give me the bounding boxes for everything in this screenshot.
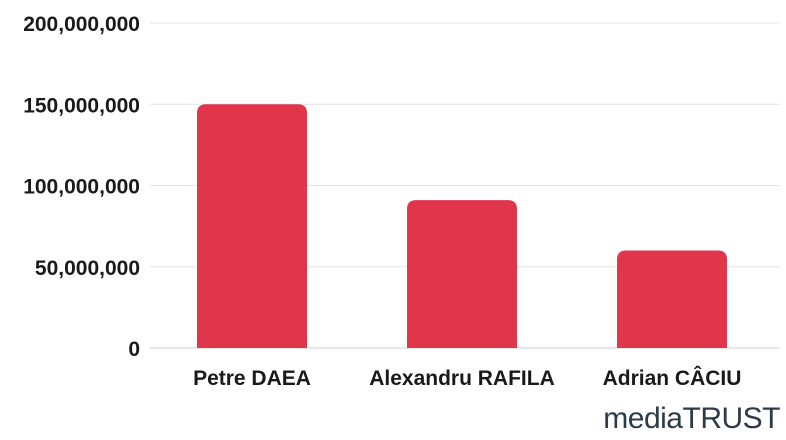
mediatrust-logo: mediaTRUST <box>603 402 780 436</box>
bar-1 <box>407 200 517 348</box>
bar-2 <box>617 250 727 348</box>
x-axis-category-labels: Petre DAEA Alexandru RAFILA Adrian CÂCIU <box>193 366 741 390</box>
y-axis-tick-labels: 0 50,000,000 100,000,000 150,000,000 200,000… <box>23 13 140 361</box>
logo-part-media: media <box>603 402 683 435</box>
x-category-label: Alexandru RAFILA <box>369 367 555 390</box>
y-tick-label: 50,000,000 <box>35 257 140 280</box>
bars <box>197 104 727 348</box>
y-tick-label: 100,000,000 <box>23 176 140 199</box>
bar-0 <box>197 104 307 348</box>
x-category-label: Petre DAEA <box>193 367 311 390</box>
y-tick-label: 200,000,000 <box>23 13 140 36</box>
x-category-label: Adrian CÂCIU <box>603 366 742 390</box>
y-tick-label: 150,000,000 <box>23 94 140 117</box>
logo-part-trust: TRUST <box>682 402 781 435</box>
y-tick-label: 0 <box>128 338 140 361</box>
